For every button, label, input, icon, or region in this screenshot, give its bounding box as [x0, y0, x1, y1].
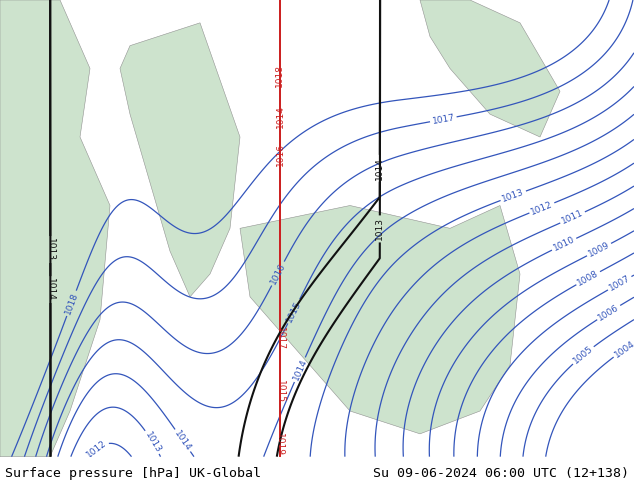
- Polygon shape: [240, 205, 520, 434]
- Text: 1015: 1015: [285, 299, 303, 323]
- Text: 1017: 1017: [431, 113, 455, 126]
- Text: 1014: 1014: [375, 157, 384, 180]
- Text: 1019: 1019: [275, 433, 284, 456]
- Polygon shape: [420, 0, 560, 137]
- Text: 1010: 1010: [552, 235, 576, 253]
- Text: 1016: 1016: [276, 143, 285, 166]
- Text: 1014: 1014: [46, 278, 55, 301]
- Text: Su 09-06-2024 06:00 UTC (12+138): Su 09-06-2024 06:00 UTC (12+138): [373, 467, 629, 480]
- Text: 1013: 1013: [143, 430, 162, 454]
- Text: 1013: 1013: [46, 238, 55, 261]
- Text: 1013: 1013: [501, 188, 526, 204]
- Text: 1016: 1016: [269, 261, 287, 286]
- Text: 1018: 1018: [275, 64, 285, 87]
- Text: 1017: 1017: [275, 327, 285, 350]
- Text: 1011: 1011: [560, 209, 585, 226]
- Text: 1012: 1012: [529, 199, 554, 217]
- Text: 1014: 1014: [172, 429, 193, 452]
- Text: 1006: 1006: [597, 303, 621, 322]
- Text: 1018: 1018: [63, 291, 80, 316]
- Text: 1004: 1004: [612, 339, 634, 359]
- Text: 1007: 1007: [607, 273, 632, 293]
- Text: 1014: 1014: [291, 357, 309, 382]
- Text: 1013: 1013: [375, 218, 384, 241]
- Text: 1012: 1012: [85, 439, 109, 460]
- Polygon shape: [0, 0, 110, 457]
- Text: 1008: 1008: [576, 269, 600, 288]
- Text: 1009: 1009: [586, 241, 611, 259]
- Text: 1015: 1015: [276, 380, 285, 403]
- Polygon shape: [120, 23, 240, 297]
- Text: 1014: 1014: [276, 105, 285, 128]
- Text: Surface pressure [hPa] UK-Global: Surface pressure [hPa] UK-Global: [5, 467, 261, 480]
- Text: 1005: 1005: [571, 344, 595, 366]
